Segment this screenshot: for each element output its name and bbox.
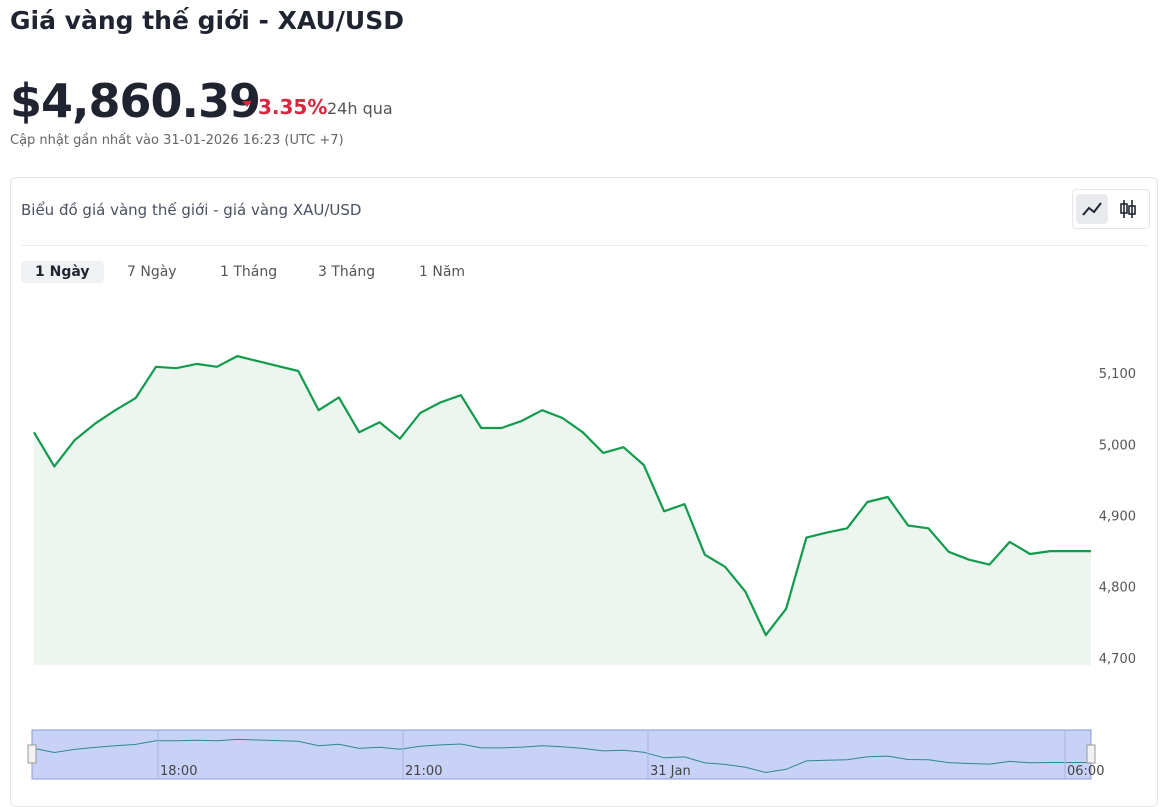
line-button[interactable] — [1076, 194, 1108, 224]
tab[interactable]: 1 Năm — [419, 264, 466, 280]
navigator-handle[interactable] — [27, 744, 37, 764]
navigator-label: 21:00 — [405, 764, 442, 779]
tab[interactable]: 1 Tháng — [220, 264, 278, 280]
y-tick-label: 4,800 — [1099, 581, 1136, 596]
navigator-label: 31 Jan — [650, 764, 691, 779]
tab[interactable]: 1 Ngày — [21, 261, 104, 283]
card-title: Biểu đồ giá vàng thế giới - giá vàng XAU… — [21, 201, 362, 219]
y-tick-label: 4,700 — [1099, 652, 1136, 667]
navigator-label: 18:00 — [160, 764, 197, 779]
price-line — [33, 355, 1091, 637]
navigator-label: 06:00 — [1067, 764, 1104, 779]
navigator — [31, 729, 1092, 780]
chart: 4,700 4,800 4,900 5,000 5,100 18:00 21:00 31 Ja… — [27, 355, 1136, 780]
line-icon — [1082, 202, 1102, 216]
y-tick-label: 5,000 — [1099, 438, 1136, 453]
candle-button[interactable] — [1120, 200, 1136, 218]
price-change: 3.35% — [242, 95, 327, 119]
navigator-handle[interactable] — [1086, 744, 1096, 764]
divider — [21, 245, 1148, 246]
price: $4,860.39 — [10, 74, 261, 128]
updated-time: Cập nhật gần nhất vào 31-01-2026 16:23 (… — [10, 133, 344, 148]
toggle-icons — [1076, 194, 1136, 224]
navigator-line — [33, 738, 1091, 774]
page-title: Giá vàng thế giới - XAU/USD — [10, 6, 404, 35]
y-tick-label: 4,900 — [1099, 510, 1136, 525]
chart-type-toggle — [1072, 189, 1150, 229]
tab[interactable]: 7 Ngày — [127, 264, 177, 280]
y-tick-label: 5,100 — [1099, 367, 1136, 382]
tab[interactable]: 3 Tháng — [318, 264, 376, 280]
area — [34, 356, 1091, 665]
change-period: 24h qua — [327, 99, 393, 118]
